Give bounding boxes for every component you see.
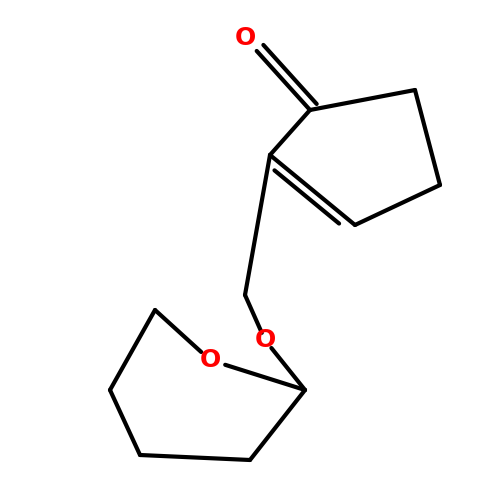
Text: O: O (234, 26, 256, 50)
Text: O: O (254, 328, 276, 352)
Text: O: O (200, 348, 220, 372)
